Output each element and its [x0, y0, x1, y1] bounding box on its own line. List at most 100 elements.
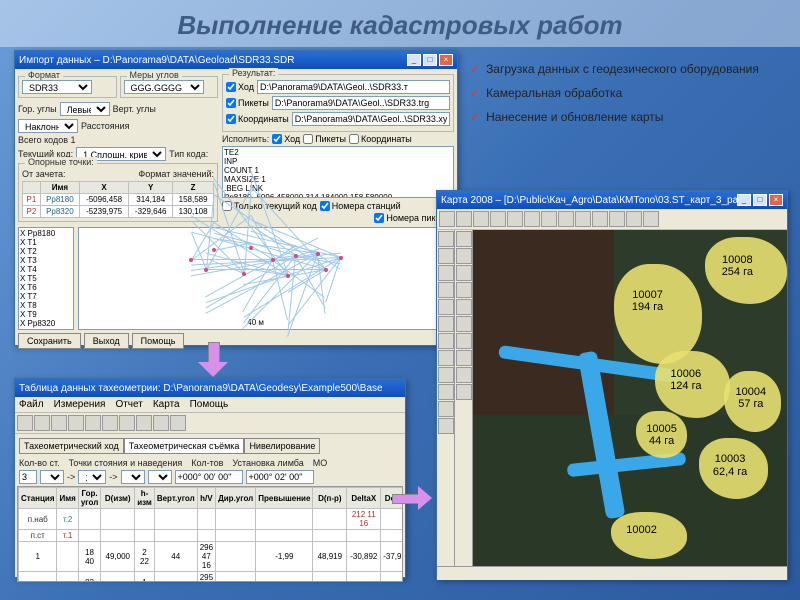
toolbar-icon[interactable]: [456, 231, 472, 247]
toolbar-icon[interactable]: [456, 367, 472, 383]
map-titlebar: Карта 2008 – [D:\Public\Кач_Agro\Data\КМ…: [437, 191, 787, 209]
toolbar-icon[interactable]: [85, 415, 101, 431]
points-table: ИмяXYZ P1Pp8180-5096,458314,184158,589 P…: [22, 181, 214, 218]
toolbar-icon[interactable]: [439, 211, 455, 227]
toolbar-icon[interactable]: [119, 415, 135, 431]
maximize-button[interactable]: □: [753, 194, 767, 206]
toolbar-icon[interactable]: [51, 415, 67, 431]
toolbar-icon[interactable]: [438, 418, 454, 434]
toolbar-icon[interactable]: [643, 211, 659, 227]
vert-select[interactable]: Наклонные: [18, 119, 78, 133]
toolbar-icon[interactable]: [438, 248, 454, 264]
toolbar-icon[interactable]: [456, 316, 472, 332]
toolbar-icon[interactable]: [438, 299, 454, 315]
result-piket-path[interactable]: [272, 96, 450, 110]
result-hod-check[interactable]: Ход: [226, 82, 254, 92]
map-title: Карта 2008 – [D:\Public\Кач_Agro\Data\КМ…: [441, 195, 737, 206]
toolbar-icon[interactable]: [17, 415, 33, 431]
angle-units-select[interactable]: GGG.GGGG: [124, 80, 204, 94]
toolbar-icon[interactable]: [438, 350, 454, 366]
menu-report[interactable]: Отчет: [115, 399, 142, 410]
point-row[interactable]: P1Pp8180-5096,458314,184158,589: [23, 194, 214, 206]
toolbar-icon[interactable]: [473, 211, 489, 227]
help-button[interactable]: Помощь: [132, 333, 185, 349]
tab-survey[interactable]: Тахеометрическая съёмка: [124, 438, 245, 454]
save-button[interactable]: Сохранить: [18, 333, 81, 349]
toolbar-icon[interactable]: [592, 211, 608, 227]
close-button[interactable]: ×: [439, 54, 453, 66]
checkmark-icon: ✓: [470, 110, 480, 124]
toolbar-icon[interactable]: [136, 415, 152, 431]
toolbar-icon[interactable]: [438, 316, 454, 332]
result-piket-check[interactable]: Пикеты: [226, 98, 269, 108]
toolbar-icon[interactable]: [524, 211, 540, 227]
toolbar-icon[interactable]: [456, 384, 472, 400]
format-select[interactable]: SDR33: [22, 80, 92, 94]
result-hod-path[interactable]: [257, 80, 450, 94]
maximize-button[interactable]: □: [423, 54, 437, 66]
menu-measure[interactable]: Измерения: [54, 399, 106, 410]
toolbar-icon[interactable]: [438, 367, 454, 383]
toolbar-icon[interactable]: [438, 401, 454, 417]
result-coord-path[interactable]: [292, 112, 450, 126]
sel1[interactable]: 1: [40, 470, 64, 484]
exec-piket-check[interactable]: Пикеты: [303, 134, 346, 144]
toolbar-icon[interactable]: [438, 265, 454, 281]
menu-help[interactable]: Помощь: [190, 399, 229, 410]
menu-file[interactable]: Файл: [19, 399, 44, 410]
toolbar-icon[interactable]: [68, 415, 84, 431]
tach-menubar: Файл Измерения Отчет Карта Помощь: [15, 397, 405, 413]
station-num-check[interactable]: Номера станций: [320, 201, 401, 211]
mo-label: MO: [313, 458, 328, 468]
toolbar-icon[interactable]: [456, 299, 472, 315]
toolbar-icon[interactable]: [626, 211, 642, 227]
sel2[interactable]: 12: [78, 470, 106, 484]
toolbar-icon[interactable]: [438, 231, 454, 247]
toolbar-icon[interactable]: [507, 211, 523, 227]
sel3[interactable]: 6: [121, 470, 145, 484]
toolbar-icon[interactable]: [170, 415, 186, 431]
result-coord-check[interactable]: Координаты: [226, 114, 289, 124]
toolbar-icon[interactable]: [456, 282, 472, 298]
toolbar-icon[interactable]: [456, 333, 472, 349]
limb-input[interactable]: [175, 470, 243, 484]
toolbar-icon[interactable]: [456, 350, 472, 366]
parcel[interactable]: [614, 264, 702, 365]
toolbar-icon[interactable]: [34, 415, 50, 431]
point-row[interactable]: P2Pp8320-5239,975-329,646130,108: [23, 206, 214, 218]
menu-map[interactable]: Карта: [153, 399, 180, 410]
toolbar-icon[interactable]: [438, 282, 454, 298]
parcel-label: 1000362,4 га: [713, 453, 747, 477]
hor-select[interactable]: Левые: [60, 102, 110, 116]
repeat-sel[interactable]: 5: [148, 470, 172, 484]
toolbar-icon[interactable]: [541, 211, 557, 227]
import-title: Импорт данных – D:\Panorama9\DATA\Geoloa…: [19, 55, 294, 66]
toolbar-icon[interactable]: [456, 211, 472, 227]
exec-coord-check[interactable]: Координаты: [349, 134, 412, 144]
toolbar-icon[interactable]: [456, 265, 472, 281]
tab-hod[interactable]: Тахеометрический ход: [19, 438, 124, 454]
tree-listbox[interactable]: X Pp8180X T1X T2X T3X T4X T5X T6X T7X T8…: [18, 227, 74, 330]
tach-table[interactable]: СтанцияИмяГор. уголD(изм)h-измВерт.уголh…: [18, 487, 403, 582]
tab-level[interactable]: Нивелирование: [244, 438, 320, 454]
toolbar-icon[interactable]: [102, 415, 118, 431]
map-canvas[interactable]: 10007194 га10008254 га10006124 га1000544…: [473, 230, 787, 566]
execute-label: Исполнить:: [222, 134, 269, 144]
parcel-label: 10002: [626, 524, 657, 536]
exec-hod-check[interactable]: Ход: [272, 134, 300, 144]
toolbar-icon[interactable]: [575, 211, 591, 227]
minimize-button[interactable]: _: [737, 194, 751, 206]
toolbar-icon[interactable]: [438, 384, 454, 400]
count-input[interactable]: [19, 470, 37, 484]
toolbar-icon[interactable]: [609, 211, 625, 227]
mo-input[interactable]: [246, 470, 314, 484]
toolbar-icon[interactable]: [438, 333, 454, 349]
close-button[interactable]: ×: [769, 194, 783, 206]
minimize-button[interactable]: _: [407, 54, 421, 66]
toolbar-icon[interactable]: [456, 248, 472, 264]
exit-button[interactable]: Выход: [84, 333, 129, 349]
toolbar-icon[interactable]: [490, 211, 506, 227]
toolbar-icon[interactable]: [558, 211, 574, 227]
arrow-label: ->: [67, 472, 75, 482]
toolbar-icon[interactable]: [153, 415, 169, 431]
